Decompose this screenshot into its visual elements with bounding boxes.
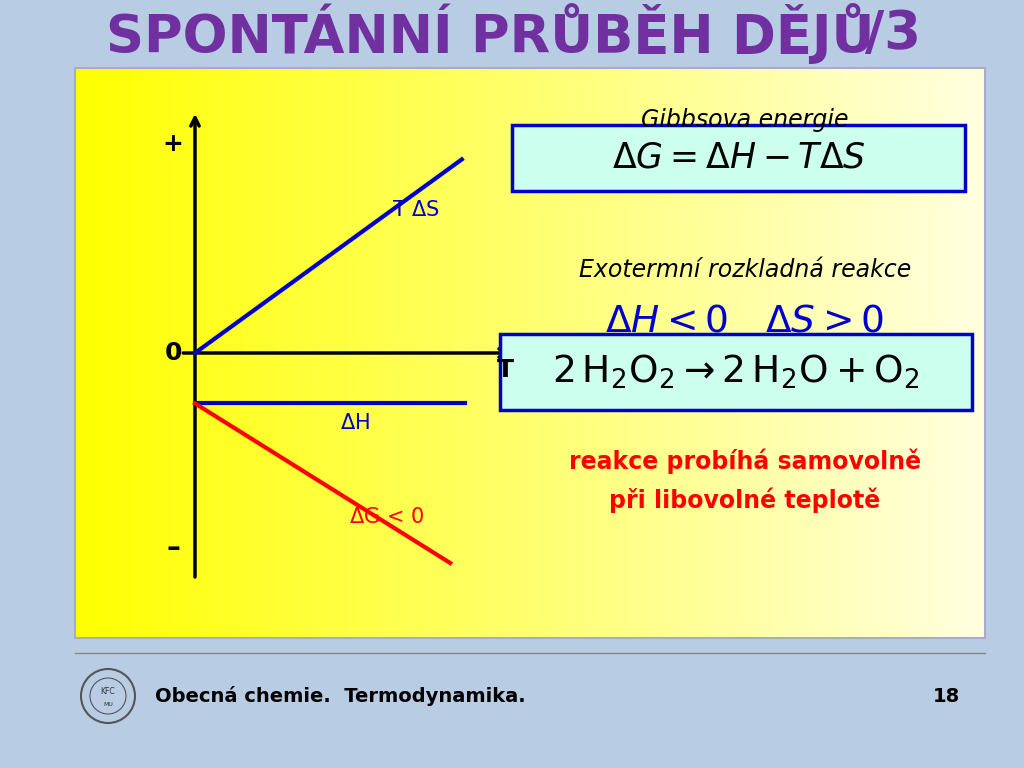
Text: Gibbsova energie: Gibbsova energie [641, 108, 849, 132]
Text: při libovolné teplotě: při libovolné teplotě [609, 487, 881, 513]
Text: $\Delta H < 0\quad\Delta S > 0$: $\Delta H < 0\quad\Delta S > 0$ [605, 303, 885, 339]
Text: reakce probíhá samovolně: reakce probíhá samovolně [569, 449, 921, 474]
Text: KFC: KFC [100, 687, 116, 697]
Text: T: T [497, 358, 514, 382]
Text: /3: /3 [865, 8, 921, 60]
FancyBboxPatch shape [512, 125, 965, 191]
Text: $\Delta$H: $\Delta$H [340, 413, 370, 433]
Text: +: + [163, 132, 183, 156]
Text: –: – [166, 535, 180, 562]
Text: $\Delta G = \Delta H - T\Delta S$: $\Delta G = \Delta H - T\Delta S$ [611, 141, 865, 175]
Text: T $\Delta$S: T $\Delta$S [392, 200, 440, 220]
Text: $2\,\mathrm{H_2O_2} \rightarrow 2\,\mathrm{H_2O} + \mathrm{O_2}$: $2\,\mathrm{H_2O_2} \rightarrow 2\,\math… [552, 353, 920, 391]
Bar [75, 68, 985, 638]
Text: SPONTÁNNÍ PRŮBĚH DĚJŮ: SPONTÁNNÍ PRŮBĚH DĚJŮ [105, 4, 874, 65]
Text: Obecná chemie.  Termodynamika.: Obecná chemie. Termodynamika. [155, 686, 525, 706]
Text: $\Delta$G < 0: $\Delta$G < 0 [349, 507, 424, 527]
Text: MU: MU [103, 701, 113, 707]
Text: 0: 0 [164, 341, 181, 365]
Text: 18: 18 [933, 687, 961, 706]
FancyBboxPatch shape [500, 334, 972, 410]
Text: Exotermní rozkladná reakce: Exotermní rozkladná reakce [579, 258, 911, 282]
